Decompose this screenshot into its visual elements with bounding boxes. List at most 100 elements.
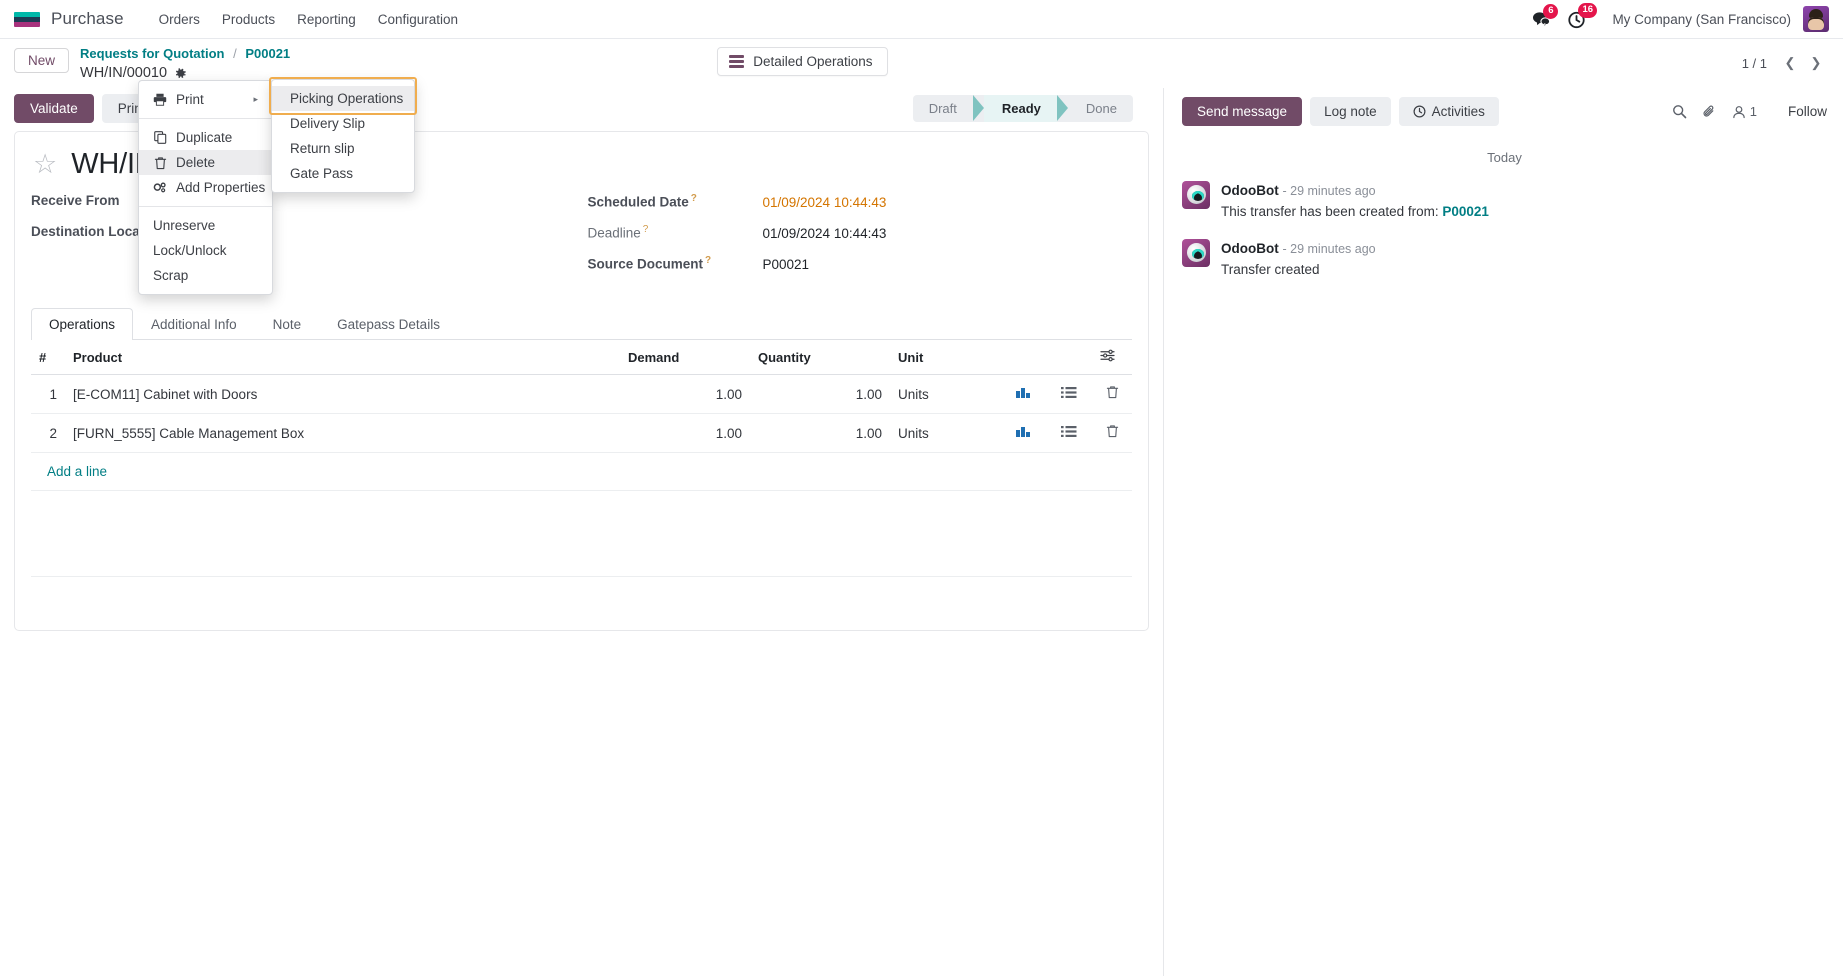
page-body: Validate Print Draft Ready Done ☆ WH/IN/… [0,88,1843,976]
submenu-item-picking-operations[interactable]: Picking Operations [272,86,414,111]
tab-gatepass-details[interactable]: Gatepass Details [337,317,440,333]
menu-item-delete[interactable]: Delete [139,150,272,175]
attachments-button[interactable] [1702,104,1717,119]
send-message-button[interactable]: Send message [1182,97,1303,127]
notebook-tabs: Operations Additional Info Note Gatepass… [31,308,1132,341]
nav-item-products[interactable]: Products [221,11,276,27]
chatter-message-header: OdooBot - 29 minutes ago [1221,181,1489,201]
chatter-message-body: OdooBot - 29 minutes ago Transfer create… [1221,239,1376,279]
log-note-button[interactable]: Log note [1310,97,1391,127]
nav-item-configuration[interactable]: Configuration [377,11,459,27]
pager-next-button[interactable]: ❯ [1810,55,1822,70]
add-line-row: Add a line [31,452,1132,492]
menu-item-print[interactable]: Print ▸ [139,87,272,112]
validate-button[interactable]: Validate [14,94,94,124]
row-product[interactable]: [E-COM11] Cabinet with Doors [65,374,620,415]
row-detail-button[interactable] [1046,413,1092,454]
optional-columns-button[interactable] [1092,340,1132,376]
activities-button[interactable]: Activities [1398,97,1499,127]
tab-note[interactable]: Note [272,317,302,333]
row-demand[interactable]: 1.00 [620,374,750,415]
odoobot-avatar [1182,239,1210,268]
follow-button[interactable]: Follow [1787,104,1827,120]
user-avatar[interactable] [1803,6,1829,32]
row-forecast-button[interactable] [1000,413,1046,454]
status-step-ready[interactable]: Ready [983,95,1057,123]
status-arrow-1 [972,95,984,122]
tab-additional-info[interactable]: Additional Info [151,317,237,333]
breadcrumb-path: Requests for Quotation / P00021 [80,45,290,63]
message-author: OdooBot [1221,241,1279,257]
company-switcher[interactable]: My Company (San Francisco) [1612,11,1791,27]
menu-item-scrap-label: Scrap [153,268,189,283]
help-tooltip-icon-source-document[interactable]: ? [705,255,712,267]
trash-icon [153,156,167,170]
field-value-deadline[interactable]: 01/09/2024 10:44:43 [762,225,887,241]
message-text: This transfer has been created from: P00… [1221,202,1489,222]
gears-glyph [153,182,166,193]
menu-item-unreserve-label: Unreserve [153,218,216,233]
pager-previous-button[interactable]: ❮ [1784,55,1796,70]
row-unit[interactable]: Units [890,413,1000,454]
status-step-done[interactable]: Done [1085,101,1117,117]
detailed-operations-button[interactable]: Detailed Operations [717,47,888,76]
breadcrumb-item-p00021[interactable]: P00021 [245,46,291,61]
menu-divider [139,118,272,119]
table-row[interactable]: 1 [E-COM11] Cabinet with Doors 1.00 1.00… [31,374,1132,415]
activities-icon[interactable]: 16 [1567,2,1598,29]
help-tooltip-icon-deadline[interactable]: ? [642,224,649,236]
row-demand[interactable]: 1.00 [620,413,750,454]
list-glyph [1061,425,1077,437]
trash-glyph [1106,386,1118,399]
row-quantity[interactable]: 1.00 [750,413,890,454]
breadcrumb-item-requests-for-quotation[interactable]: Requests for Quotation [80,46,225,61]
top-navbar: Purchase Orders Products Reporting Confi… [0,0,1843,39]
add-a-line-button[interactable]: Add a line [47,464,108,480]
row-product[interactable]: [FURN_5555] Cable Management Box [65,413,620,454]
menu-item-duplicate[interactable]: Duplicate [139,125,272,150]
trash-glyph [1106,425,1118,438]
menu-item-scrap[interactable]: Scrap [139,263,272,288]
app-name-purchase[interactable]: Purchase [51,9,124,28]
help-tooltip-icon-scheduled-date[interactable]: ? [690,193,697,205]
tab-operations[interactable]: Operations [31,308,134,341]
favorite-star-icon[interactable]: ☆ [33,149,58,180]
field-value-scheduled-date[interactable]: 01/09/2024 10:44:43 [762,194,887,210]
message-author: OdooBot [1221,183,1279,199]
table-row[interactable]: 2 [FURN_5555] Cable Management Box 1.00 … [31,413,1132,454]
detailed-operations-label: Detailed Operations [753,54,873,69]
submenu-item-gate-pass[interactable]: Gate Pass [290,166,354,181]
new-button[interactable]: New [14,48,70,73]
menu-item-add-properties[interactable]: Add Properties [139,175,272,200]
search-messages-icon[interactable] [1672,104,1687,119]
message-text-content: This transfer has been created from: [1221,203,1439,219]
odoo-logo-icon[interactable] [14,11,40,27]
menu-item-unreserve[interactable]: Unreserve [139,213,272,238]
cog-dropdown-menu: Print ▸ Duplicate Delete Add Prop [138,80,273,295]
navbar-right-group: 6 16 My Company (San Francisco) [1516,2,1829,32]
row-forecast-button[interactable] [1000,374,1046,415]
detailed-operations-list-icon [1061,425,1077,442]
menu-item-duplicate-label: Duplicate [176,130,233,145]
followers-button[interactable]: 1 [1732,104,1757,119]
submenu-item-delivery-slip[interactable]: Delivery Slip [290,116,366,131]
nav-item-orders[interactable]: Orders [158,11,200,27]
messages-icon[interactable]: 6 [1532,3,1559,28]
nav-item-reporting[interactable]: Reporting [297,11,356,27]
printer-glyph [153,93,167,106]
print-submenu: Picking Operations Delivery Slip Return … [271,79,415,193]
row-unit[interactable]: Units [890,374,1000,415]
form-fields-right: Scheduled Date? 01/09/2024 10:44:43 Dead… [582,193,1133,286]
row-detail-button[interactable] [1046,374,1092,415]
row-quantity[interactable]: 1.00 [750,374,890,415]
message-record-link[interactable]: P00021 [1442,203,1489,219]
cog-settings-icon[interactable] [174,67,187,80]
row-delete-button[interactable] [1092,374,1132,415]
field-value-source-document[interactable]: P00021 [762,256,810,272]
submenu-item-return-slip[interactable]: Return slip [290,141,355,156]
copy-glyph [153,131,166,144]
status-step-draft[interactable]: Draft [928,101,957,117]
row-delete-button[interactable] [1092,413,1132,454]
chatter-panel: Send message Log note Activities [1163,88,1843,976]
menu-item-lock-unlock[interactable]: Lock/Unlock [139,238,272,263]
